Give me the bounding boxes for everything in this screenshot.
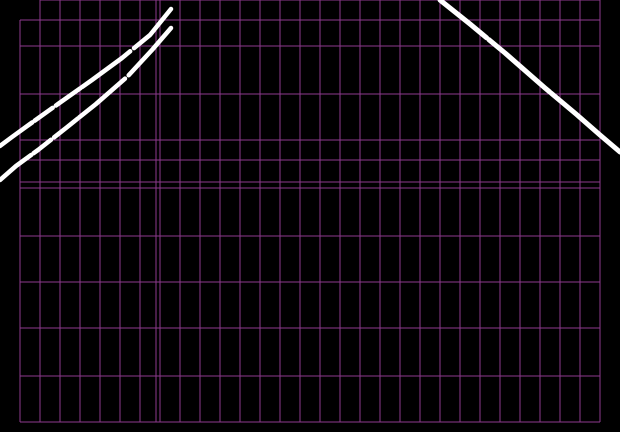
left-lower-stroke: [0, 25, 174, 183]
right-stroke: [437, 0, 620, 155]
left-upper-stroke: [0, 6, 174, 149]
stroke-layer: [0, 0, 620, 183]
grid-overlay: [19, 0, 601, 423]
